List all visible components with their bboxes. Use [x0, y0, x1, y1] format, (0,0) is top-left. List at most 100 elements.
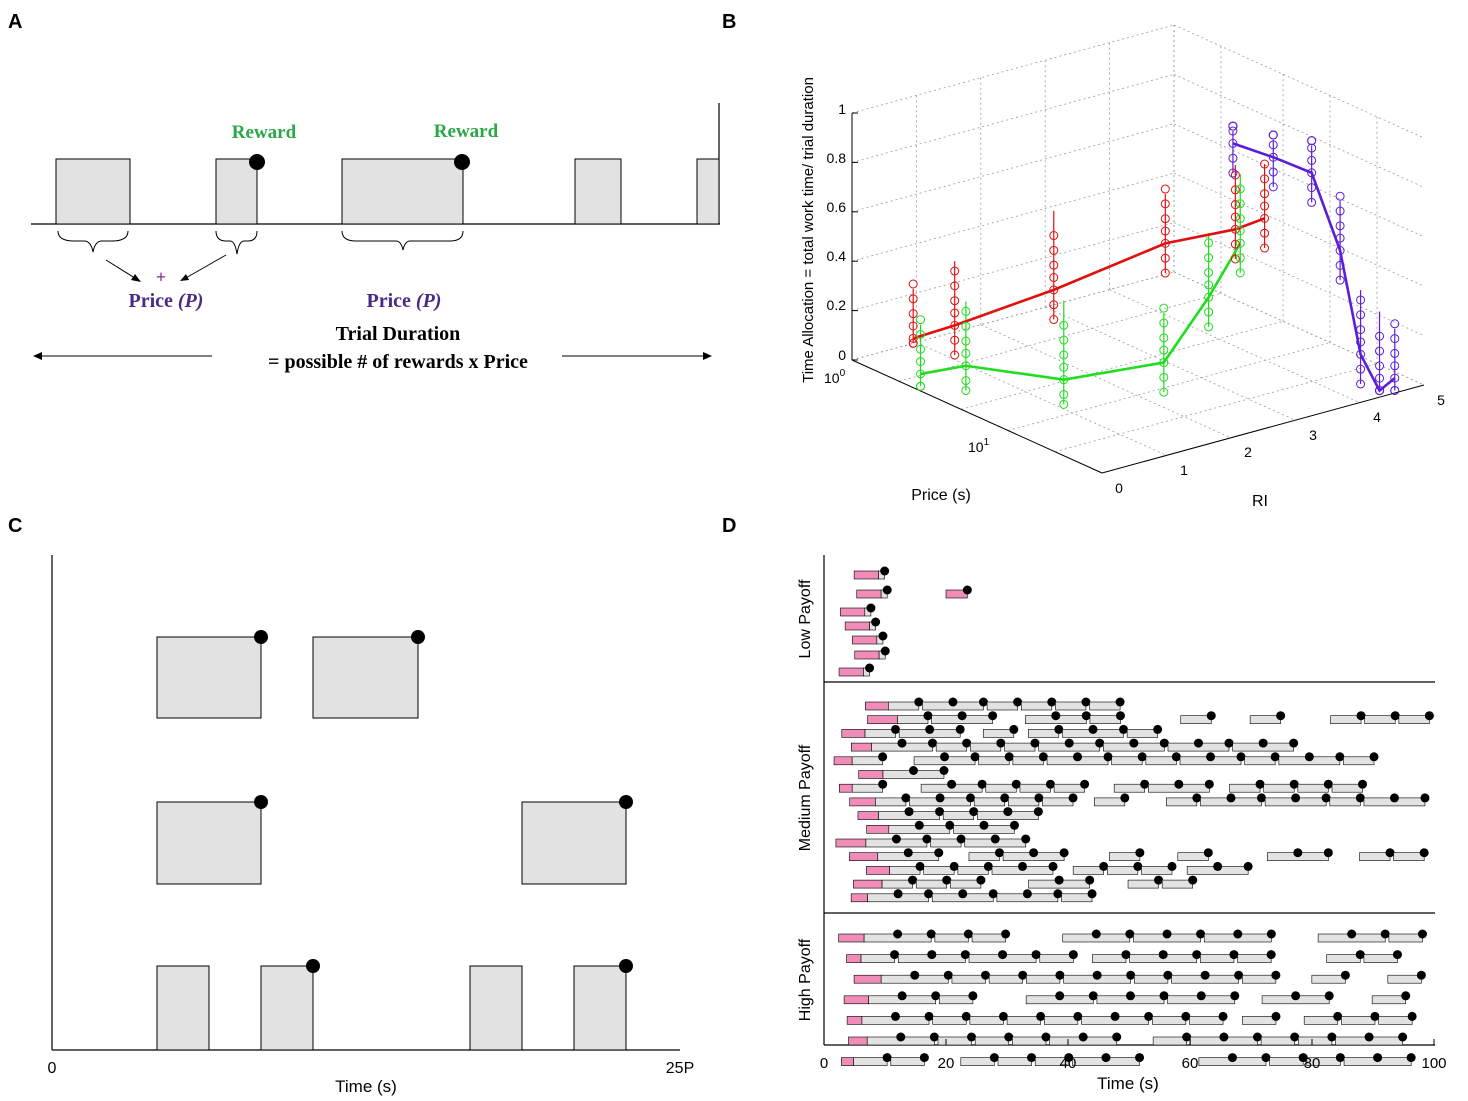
d-bout-m0-5: [1089, 701, 1121, 711]
b-grid-back-z-4: [851, 74, 1175, 163]
d-reward-m8-0-10: [935, 807, 945, 817]
d-reward-m8-2-10: [1033, 807, 1043, 817]
d-reward-h5-5-6: [1182, 1032, 1192, 1042]
d-bout-m2-2: [983, 729, 1015, 738]
b-z-tick-06: 0.6: [827, 199, 847, 215]
d-bout-h6-0: [853, 1057, 888, 1066]
b-marker-0-1-3: [950, 281, 960, 291]
d-x-tick-20: 20: [938, 1055, 955, 1072]
d-reward-m6-2-5: [1011, 779, 1021, 789]
b-marker-2-1-5: [1268, 182, 1278, 192]
d-reward-m1-3-5: [1115, 711, 1125, 721]
d-reward-m8-2-5: [1003, 807, 1013, 817]
d-reward-h5-0-11: [929, 1032, 939, 1042]
d-reward-h1-5-6: [1158, 950, 1168, 960]
d-reward-m14-3-5: [1087, 889, 1097, 899]
d-bout-h6-1: [890, 1057, 925, 1066]
b-marker-0-4-2: [1230, 200, 1240, 210]
d-reward-m10-2-10: [1021, 834, 1031, 844]
d-reward-h6-9-6: [1373, 1053, 1383, 1063]
a-work-bout-2: [215, 158, 258, 225]
b-grid-back-z-3: [851, 123, 1175, 213]
b-marker-0-5-0: [1260, 213, 1270, 223]
d-bout-h4-6: [1151, 1016, 1187, 1025]
d-reward-m3-4-5: [1064, 738, 1074, 748]
b-marker-0-4-5: [1230, 254, 1240, 264]
d-reward-m7-5-5: [1120, 793, 1130, 803]
d-reward-h4-7-6: [1218, 1011, 1228, 1021]
d-bout-m6-5: [1113, 783, 1145, 793]
c-row2-reward-2: [619, 795, 633, 809]
d-bout-m6-9: [1297, 783, 1329, 793]
d-reward-h2-1-6: [981, 970, 991, 980]
c-row1-bout-1: [156, 636, 262, 719]
b-marker-1-5-2: [1235, 214, 1245, 224]
d-bout-m12-2: [957, 866, 989, 875]
panel-a: A Reward Reward + Price (P) Price (P) Tr…: [8, 11, 720, 373]
d-reward-m4-1-10: [970, 752, 980, 762]
d-bout-h3-6: [1371, 995, 1407, 1005]
d-reward-m11-2-5: [1029, 848, 1039, 858]
d-bout-m4-8: [1244, 756, 1276, 766]
d-bout-m4-0: [851, 756, 883, 766]
b-marker-2-6-0: [1390, 373, 1400, 383]
d-bout-m1-5: [1249, 715, 1281, 725]
b-ri-tick-2: 2: [1244, 444, 1252, 460]
d-reward-h1-5-11: [1192, 950, 1202, 960]
d-reward-m11-0-5: [903, 848, 913, 858]
b-z-tick-0: 0: [838, 347, 846, 363]
d-reward-m12-2-5: [983, 861, 993, 871]
d-bout-h4-10: [1341, 1016, 1376, 1025]
d-reward-h5-4-6: [1078, 1032, 1088, 1042]
d-bout-m12-1: [923, 866, 955, 875]
d-reward-m7-8-10: [1321, 793, 1331, 803]
d-reward-m4-9-5: [1304, 752, 1314, 762]
b-marker-1-4-6: [1204, 238, 1214, 248]
d-bout-m1-7: [1364, 715, 1396, 725]
d-reward-h5-6-6: [1219, 1032, 1229, 1042]
d-reward-h4-0-6: [890, 1011, 900, 1021]
b-marker-1-3-0: [1159, 358, 1169, 368]
b-marker-1-4-2: [1204, 268, 1214, 278]
a-work-bout-4: [574, 158, 622, 225]
b-marker-1-2-2: [1059, 350, 1069, 360]
b-grid-floor-ri-3: [1045, 306, 1296, 421]
c-x-end: 25P: [666, 1060, 694, 1077]
b-marker-2-3-0: [1335, 246, 1345, 256]
d-reward-m7-4-5: [1068, 793, 1078, 803]
d-reward-m13-5-5: [1188, 875, 1198, 885]
d-reward-m14-2-10: [1053, 889, 1063, 899]
d-reward-h5-9-6: [1364, 1032, 1374, 1042]
d-reward-m4-0-5: [878, 752, 888, 762]
d-reward-m14-1-10: [988, 889, 998, 899]
b-ri-axis: [1101, 384, 1425, 474]
b-marker-1-3-6: [1159, 303, 1169, 313]
b-marker-2-3-3: [1335, 206, 1345, 216]
b-marker-0-1-6: [950, 266, 960, 276]
d-bout-h5-2: [974, 1036, 1010, 1046]
a-price-label-2: Price (P): [367, 290, 442, 312]
b-series-line-2: [1232, 142, 1396, 393]
b-marker-1-5-6: [1235, 184, 1245, 194]
d-reward-h3-5-6: [1291, 991, 1301, 1001]
b-axes: [851, 112, 1425, 474]
d-bout-h0-7: [1388, 933, 1423, 943]
d-reward-m13-2-5: [976, 875, 986, 885]
d-reward-m4-10-5: [1369, 752, 1379, 762]
d-reward-m6-3-5: [1045, 779, 1055, 789]
d-bout-h4-4: [1044, 1016, 1079, 1025]
c-row3-bout-1: [156, 965, 210, 1051]
b-marker-0-1-2: [950, 296, 960, 306]
b-grid-back-z-1: [851, 222, 1175, 311]
b-marker-2-3-5: [1335, 275, 1345, 285]
d-reward-m12-0-5: [915, 861, 925, 871]
d-reward-m2-1-10: [955, 724, 965, 734]
d-bout-h0-1: [934, 933, 969, 943]
b-grid-side-z-5: [1173, 24, 1425, 139]
d-reward-m11-3-5: [1135, 848, 1145, 858]
d-bout-m6-3: [1019, 783, 1051, 793]
b-marker-2-6-6: [1390, 319, 1400, 329]
b-marker-2-1-1: [1268, 140, 1278, 150]
d-bout-m11-6: [1359, 852, 1391, 862]
d-reward-h4-1-6: [961, 1011, 971, 1021]
